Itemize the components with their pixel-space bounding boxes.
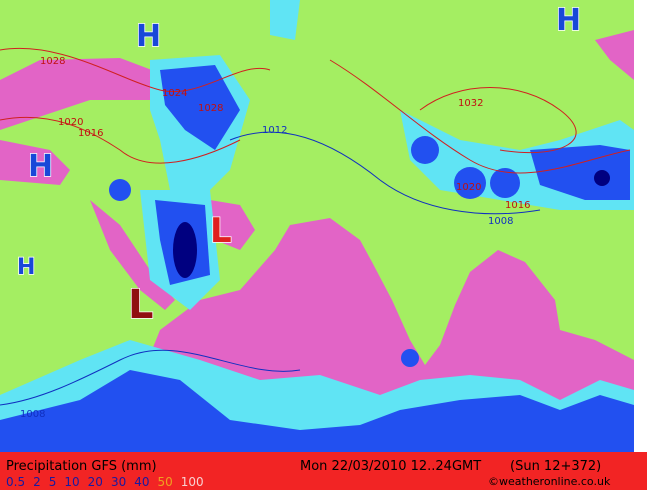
high-pressure: H: [556, 3, 581, 38]
isobar-label: 1008: [488, 216, 513, 227]
isobar-label: 1016: [78, 128, 103, 139]
isobars: [0, 48, 631, 406]
isobar-label: 1012: [262, 125, 287, 136]
legend-label: 2: [33, 475, 41, 489]
footer-title: Precipitation GFS (mm): [6, 459, 157, 474]
low-pressure: L: [128, 282, 154, 328]
legend-label: 10: [64, 475, 79, 489]
footer-run: (Sun 12+372): [510, 459, 601, 474]
legend-label: 40: [134, 475, 149, 489]
isobar-label: 1020: [456, 182, 481, 193]
isobar-label: 1008: [20, 409, 45, 420]
isobar-label: 1024: [162, 88, 187, 99]
legend-label: 0.5: [6, 475, 25, 489]
gulf: [210, 200, 255, 250]
legend-label: 50: [158, 475, 173, 489]
isobar-label: 1020: [58, 117, 83, 128]
legend-label: 100: [181, 475, 204, 489]
isobar-label: 1032: [458, 98, 483, 109]
footer-credit: ©weatheronline.co.uk: [488, 475, 611, 488]
isobar-label: 1028: [198, 103, 223, 114]
legend: 0.5 2 5 10 20 30 40 50 100: [6, 475, 204, 489]
sea-ne: [595, 30, 634, 80]
high-pressure: H: [28, 149, 53, 184]
mediterranean: [0, 140, 70, 185]
black-sea-med: [0, 58, 165, 130]
precipitation: [0, 0, 634, 452]
footer-bar: [0, 452, 647, 490]
high-pressure: H: [136, 19, 161, 54]
high-pressure: H: [17, 255, 35, 280]
legend-label: 5: [49, 475, 57, 489]
low-pressure: L: [210, 211, 232, 251]
legend-label: 30: [111, 475, 126, 489]
isobar-label: 1028: [40, 56, 65, 67]
legend-label: 20: [88, 475, 103, 489]
isobar-label: 1016: [505, 200, 530, 211]
footer-date: Mon 22/03/2010 12..24GMT: [300, 459, 481, 474]
